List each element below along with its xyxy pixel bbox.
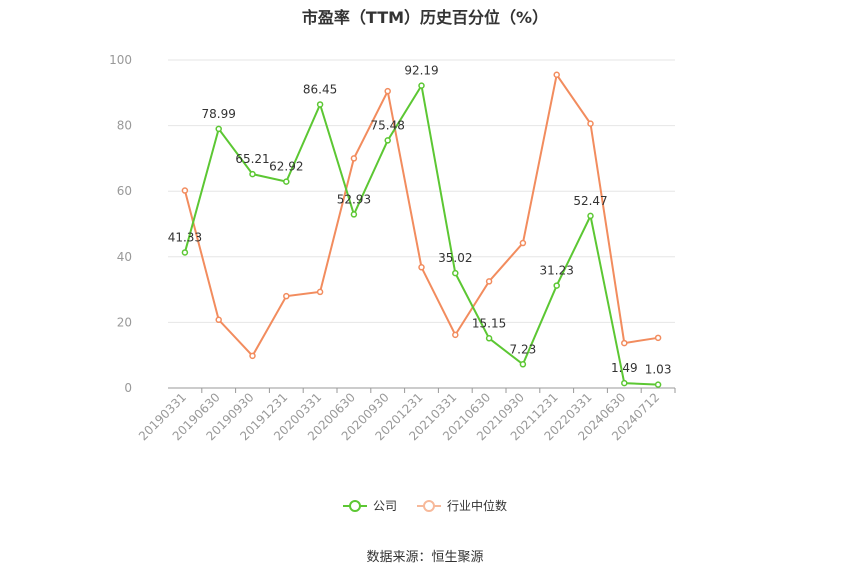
data-point-company — [316, 101, 324, 108]
data-point-company — [283, 178, 290, 185]
data-point-industry-median — [350, 155, 358, 162]
data-label-company: 65.21 — [235, 152, 269, 166]
data-point-industry-median — [452, 331, 459, 339]
data-point-industry-median — [519, 239, 527, 247]
data-point-industry-median — [384, 87, 391, 95]
data-label-company: 31.23 — [540, 264, 574, 278]
data-point-industry-median — [654, 334, 662, 342]
data-label-company: 86.45 — [303, 82, 337, 96]
data-point-industry-median — [621, 339, 628, 347]
data-point-company — [519, 361, 527, 368]
data-point-company — [350, 211, 358, 218]
data-point-company — [452, 269, 459, 277]
data-label-company: 7.23 — [510, 342, 537, 356]
data-label-company: 1.03 — [645, 363, 672, 377]
series-line-company — [183, 82, 659, 386]
y-tick-label: 0 — [124, 381, 132, 395]
data-point-industry-median — [316, 288, 324, 296]
data-point-company — [654, 381, 662, 388]
data-point-industry-median — [485, 278, 493, 285]
data-point-industry-median — [249, 352, 256, 360]
data-label-company: 52.93 — [337, 192, 371, 206]
data-point-company — [249, 170, 256, 178]
chart-title: 市盈率（TTM）历史百分位（%） — [301, 8, 549, 27]
data-label-company: 52.47 — [573, 194, 607, 208]
data-point-industry-median — [553, 71, 560, 79]
data-source-note: 数据来源：恒生聚源 — [366, 550, 484, 565]
legend-label-industry-median: 行业中位数 — [447, 499, 508, 513]
data-point-company — [621, 379, 628, 387]
data-label-company: 62.92 — [269, 160, 303, 174]
y-tick-label: 60 — [117, 184, 132, 198]
data-label-company: 75.48 — [371, 118, 405, 132]
legend-item-industry-median[interactable]: 行业中位数 — [417, 497, 507, 514]
grid-lines — [168, 59, 675, 323]
data-point-company — [485, 335, 493, 342]
data-point-company — [384, 137, 391, 144]
legend-swatch-company — [342, 499, 367, 513]
y-tick-label: 20 — [117, 315, 132, 329]
data-label-company: 78.99 — [202, 107, 236, 121]
legend: 公司 行业中位数 — [0, 497, 850, 514]
legend-label-company: 公司 — [372, 499, 397, 513]
y-tick-label: 40 — [117, 250, 132, 264]
data-label-company: 92.19 — [404, 64, 438, 78]
data-point-industry-median — [181, 187, 189, 194]
data-point-industry-median — [418, 264, 425, 271]
data-point-company — [587, 212, 594, 220]
legend-item-company[interactable]: 公司 — [342, 497, 397, 514]
data-label-company: 1.49 — [611, 361, 638, 375]
y-tick-label: 80 — [117, 119, 132, 133]
data-label-company: 15.15 — [472, 316, 506, 330]
data-point-industry-median — [215, 316, 222, 324]
series-lines — [181, 71, 662, 388]
data-point-company — [553, 282, 560, 289]
data-label-company: 35.02 — [438, 251, 472, 265]
y-tick-label: 100 — [109, 53, 132, 67]
data-point-company — [418, 82, 425, 89]
legend-swatch-industry-median — [417, 499, 441, 513]
data-label-company: 41.33 — [168, 230, 202, 244]
data-point-industry-median — [283, 292, 290, 300]
data-point-company — [215, 125, 222, 133]
data-point-company — [181, 249, 189, 256]
series-line-industry-median — [183, 72, 659, 358]
data-point-industry-median — [587, 120, 594, 127]
